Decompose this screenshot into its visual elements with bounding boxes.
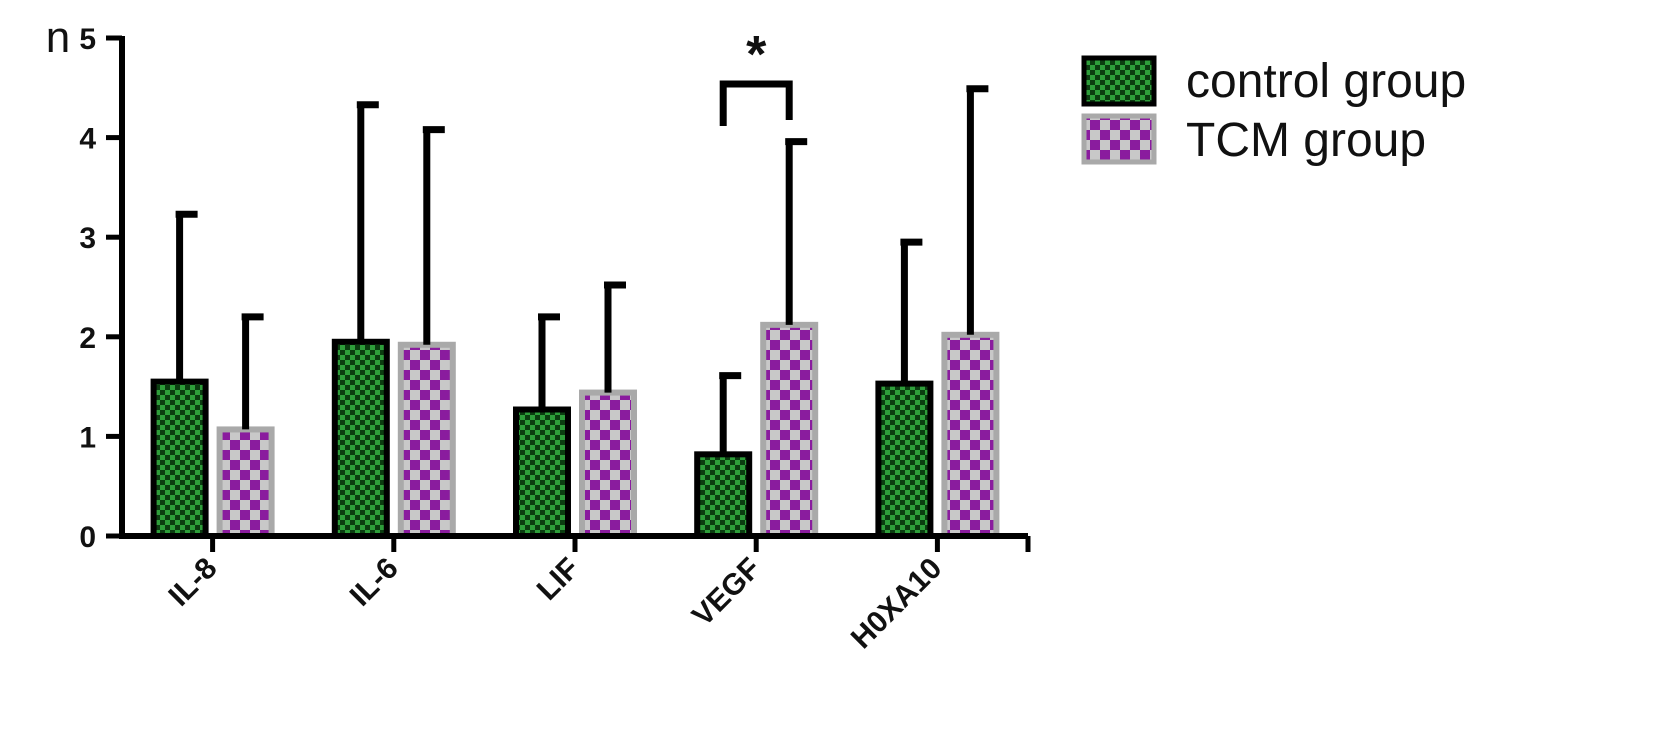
legend: control group TCM group [1081, 55, 1466, 167]
y-tick-label: 3 [79, 222, 96, 255]
x-tick-label: IL-8 [162, 552, 223, 613]
y-axis-label: n [46, 13, 70, 62]
bars-layer [150, 321, 1000, 540]
bar-control-h0xa10 [875, 380, 934, 539]
x-tick-label: LIF [531, 552, 586, 607]
bar-control-il-6 [331, 338, 390, 539]
annotation-layer: * [719, 26, 793, 126]
legend-swatch-control [1081, 55, 1157, 107]
significance-star: * [746, 26, 767, 84]
x-tick-label: IL-6 [344, 552, 405, 613]
bar-control-vegf [694, 451, 753, 539]
y-tick-label: 2 [79, 322, 96, 355]
bar-tcm-h0xa10 [941, 331, 1000, 540]
bar-control-il-8 [150, 378, 209, 539]
bar-tcm-lif [579, 389, 637, 539]
bar-tcm-vegf [760, 321, 819, 539]
legend-label-control: control group [1186, 55, 1466, 108]
bar-tcm-il-8 [216, 426, 275, 540]
axes-layer: 0 1 2 3 4 5 IL-8 IL-6 LIF VEGF H0XA10 [79, 23, 1031, 656]
x-tick-label: H0XA10 [845, 552, 949, 656]
legend-label-tcm: TCM group [1186, 114, 1426, 167]
significance-bracket [719, 80, 793, 126]
x-tick-label: VEGF [686, 552, 767, 633]
y-tick-label: 5 [79, 23, 96, 56]
bar-control-lif [513, 406, 571, 539]
error-bars-layer [175, 85, 989, 455]
y-tick-label: 0 [79, 521, 96, 554]
bar-tcm-il-6 [397, 341, 456, 539]
y-tick-label: 1 [79, 421, 96, 454]
y-tick-label: 4 [79, 123, 96, 156]
legend-swatch-tcm [1081, 113, 1157, 165]
